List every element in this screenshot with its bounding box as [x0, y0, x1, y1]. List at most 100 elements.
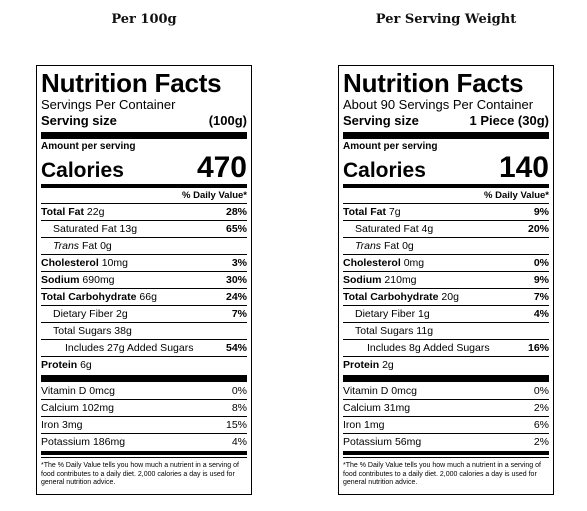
- sugars-row: Total Sugars 38g: [41, 322, 247, 339]
- nutrient-label: Protein: [343, 359, 380, 371]
- calories-row: Calories 470: [41, 153, 247, 183]
- nutrition-facts-title: Nutrition Facts: [41, 68, 222, 98]
- nutrition-label-per-serving: Nutrition Facts About 90 Servings Per Co…: [338, 65, 554, 495]
- daily-value-footnote: *The % Daily Value tells you how much a …: [343, 457, 549, 488]
- daily-value-footnote: *The % Daily Value tells you how much a …: [41, 457, 247, 488]
- nutrient-amount: 690mg: [82, 274, 115, 286]
- nutrient-label: Added Sugars: [126, 342, 194, 354]
- nutrient-label: Fat: [383, 240, 400, 252]
- nutrient-amount: 2g: [382, 359, 394, 371]
- nutrient-pct: 9%: [533, 206, 549, 218]
- divider-heavy: [41, 375, 247, 382]
- calories-value: 140: [498, 151, 549, 184]
- amount-per-serving: Amount per serving: [343, 141, 438, 152]
- nutrient-amount: 0mcg: [391, 385, 417, 397]
- potassium-row: Potassium 56mg 2%: [343, 433, 549, 450]
- servings-per-container: About 90 Servings Per Container: [343, 97, 534, 112]
- nutrient-pct: 16%: [527, 342, 549, 354]
- saturated-fat-row: Saturated Fat 13g 65%: [41, 220, 247, 237]
- calcium-row: Calcium 102mg 8%: [41, 399, 247, 416]
- nutrient-label: Cholesterol: [41, 257, 99, 269]
- divider-medium: [41, 451, 247, 455]
- nutrient-amount: 10mg: [101, 257, 128, 269]
- nutrient-amount: 22g: [86, 206, 105, 218]
- nutrient-pct: 3%: [231, 257, 247, 269]
- nutrient-label: Fat: [81, 240, 98, 252]
- calories-row: Calories 140: [343, 153, 549, 183]
- nutrient-pct: 9%: [533, 274, 549, 286]
- calcium-row: Calcium 31mg 2%: [343, 399, 549, 416]
- divider-medium: [41, 184, 247, 188]
- daily-value-header: % Daily Value*: [182, 190, 247, 201]
- nutrient-label: Total Fat: [343, 206, 386, 218]
- vitamin-d-row: Vitamin D 0mcg 0%: [343, 383, 549, 399]
- heading-per-100g: Per 100g: [111, 12, 177, 27]
- nutrient-amount: 20g: [441, 291, 459, 303]
- nutrient-label: Dietary Fiber: [355, 308, 416, 320]
- sodium-row: Sodium 210mg 9%: [343, 271, 549, 288]
- servings-per-container: Servings Per Container: [41, 97, 176, 112]
- total-fat-row: Total Fat 7g 9%: [343, 203, 549, 220]
- nutrient-label: Protein: [41, 359, 78, 371]
- trans-word: Trans: [53, 240, 80, 252]
- nutrient-amount: 31mg: [383, 402, 411, 414]
- nutrient-amount: 8g: [409, 342, 421, 354]
- nutrient-amount: 38g: [114, 325, 132, 337]
- nutrient-amount: 11g: [416, 325, 434, 337]
- cholesterol-row: Cholesterol 0mg 0%: [343, 254, 549, 271]
- nutrient-amount: 210mg: [384, 274, 417, 286]
- nutrient-pct: 6%: [533, 419, 549, 431]
- saturated-fat-row: Saturated Fat 4g 20%: [343, 220, 549, 237]
- nutrient-pct: 54%: [225, 342, 247, 354]
- nutrient-pct: 2%: [533, 436, 549, 448]
- nutrient-label: Total Sugars: [53, 325, 112, 337]
- calories-value: 470: [196, 151, 247, 184]
- heading-per-serving: Per Serving Weight: [375, 12, 517, 27]
- fiber-row: Dietary Fiber 1g 4%: [343, 305, 549, 322]
- serving-size-value: (100g): [208, 113, 247, 128]
- added-sugars-row: Includes 8g Added Sugars 16%: [343, 339, 549, 356]
- nutrient-label: Saturated Fat: [53, 223, 117, 235]
- includes-label: Includes: [65, 342, 105, 354]
- includes-label: Includes: [367, 342, 407, 354]
- nutrient-label: Vitamin D: [343, 385, 389, 397]
- nutrient-label: Total Fat: [41, 206, 84, 218]
- nutrient-amount: 0g: [402, 240, 414, 252]
- amount-per-serving: Amount per serving: [41, 141, 136, 152]
- nutrient-label: Saturated Fat: [355, 223, 419, 235]
- vitamin-d-row: Vitamin D 0mcg 0%: [41, 383, 247, 399]
- nutrient-label: Calcium: [41, 402, 79, 414]
- nutrient-label: Total Sugars: [355, 325, 414, 337]
- serving-size-row: Serving size 1 Piece (30g): [343, 113, 549, 129]
- nutrient-label: Total Carbohydrate: [41, 291, 137, 303]
- potassium-row: Potassium 186mg 4%: [41, 433, 247, 450]
- nutrient-label: Calcium: [343, 402, 381, 414]
- nutrient-label: Total Carbohydrate: [343, 291, 439, 303]
- nutrient-label: Potassium: [41, 436, 91, 448]
- calories-label: Calories: [343, 159, 426, 182]
- fiber-row: Dietary Fiber 2g 7%: [41, 305, 247, 322]
- nutrient-pct: 30%: [225, 274, 247, 286]
- cholesterol-row: Cholesterol 10mg 3%: [41, 254, 247, 271]
- nutrient-amount: 1g: [418, 308, 430, 320]
- divider-medium: [343, 451, 549, 455]
- serving-size-label: Serving size: [343, 113, 419, 128]
- nutrient-pct: 4%: [533, 308, 549, 320]
- sugars-row: Total Sugars 11g: [343, 322, 549, 339]
- calories-label: Calories: [41, 159, 124, 182]
- serving-size-row: Serving size (100g): [41, 113, 247, 129]
- nutrient-pct: 65%: [225, 223, 247, 235]
- total-carb-row: Total Carbohydrate 66g 24%: [41, 288, 247, 305]
- nutrition-facts-title: Nutrition Facts: [343, 68, 524, 98]
- nutrient-pct: 15%: [225, 419, 247, 431]
- trans-word: Trans: [355, 240, 382, 252]
- trans-fat-row: Trans Fat 0g: [41, 237, 247, 254]
- nutrient-label: Sodium: [343, 274, 382, 286]
- nutrient-pct: 0%: [533, 385, 549, 397]
- nutrient-amount: 4g: [421, 223, 434, 235]
- sodium-row: Sodium 690mg 30%: [41, 271, 247, 288]
- nutrient-pct: 20%: [527, 223, 549, 235]
- nutrient-amount: 56mg: [394, 436, 422, 448]
- divider-thick: [41, 132, 247, 139]
- nutrient-amount: 66g: [139, 291, 157, 303]
